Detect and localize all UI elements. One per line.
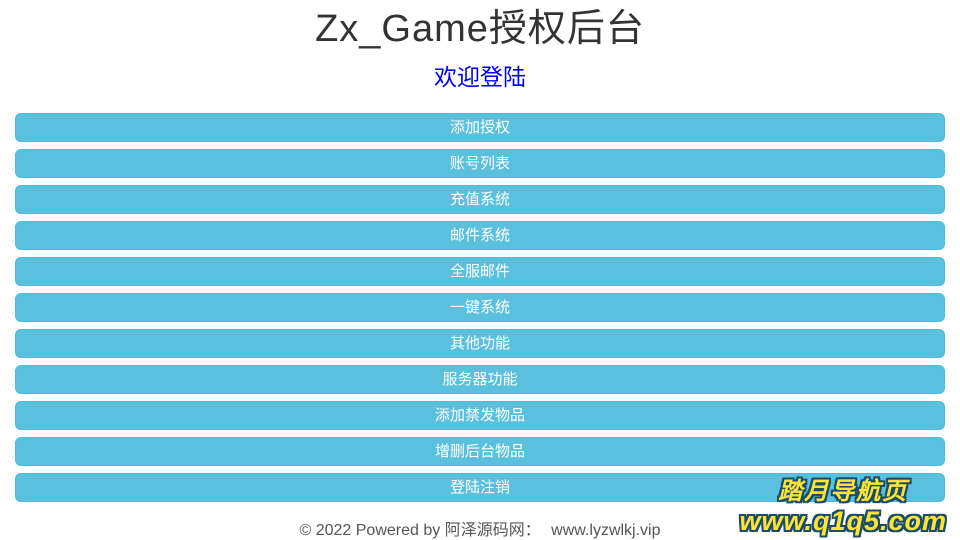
page-title: Zx_Game授权后台	[315, 8, 645, 50]
menu-item-one-click-system[interactable]: 一键系统	[15, 293, 945, 322]
copyright-text: © 2022 Powered by 阿泽源码网：	[299, 522, 541, 539]
menu-item-other-functions[interactable]: 其他功能	[15, 329, 945, 358]
menu-item-recharge-system[interactable]: 充值系统	[15, 185, 945, 214]
menu-item-logout[interactable]: 登陆注销	[15, 473, 945, 502]
menu-item-mail-system[interactable]: 邮件系统	[15, 221, 945, 250]
welcome-row: 欢迎登陆	[0, 64, 960, 91]
welcome-login-link[interactable]: 欢迎登陆	[434, 64, 526, 90]
menu-item-all-server-mail[interactable]: 全服邮件	[15, 257, 945, 286]
menu-item-account-list[interactable]: 账号列表	[15, 149, 945, 178]
menu-item-add-banned-items[interactable]: 添加禁发物品	[15, 401, 945, 430]
menu-item-add-authorization[interactable]: 添加授权	[15, 113, 945, 142]
menu-item-manage-backend-items[interactable]: 增删后台物品	[15, 437, 945, 466]
footer-site-url: www.lyzwlkj.vip	[551, 522, 661, 539]
menu-item-server-functions[interactable]: 服务器功能	[15, 365, 945, 394]
footer: © 2022 Powered by 阿泽源码网： www.lyzwlkj.vip	[0, 516, 960, 540]
menu: 添加授权 账号列表 充值系统 邮件系统 全服邮件 一键系统 其他功能 服务器功能…	[0, 113, 960, 502]
auth-admin-page: Zx_Game授权后台 欢迎登陆 添加授权 账号列表 充值系统 邮件系统 全服邮…	[0, 6, 960, 540]
